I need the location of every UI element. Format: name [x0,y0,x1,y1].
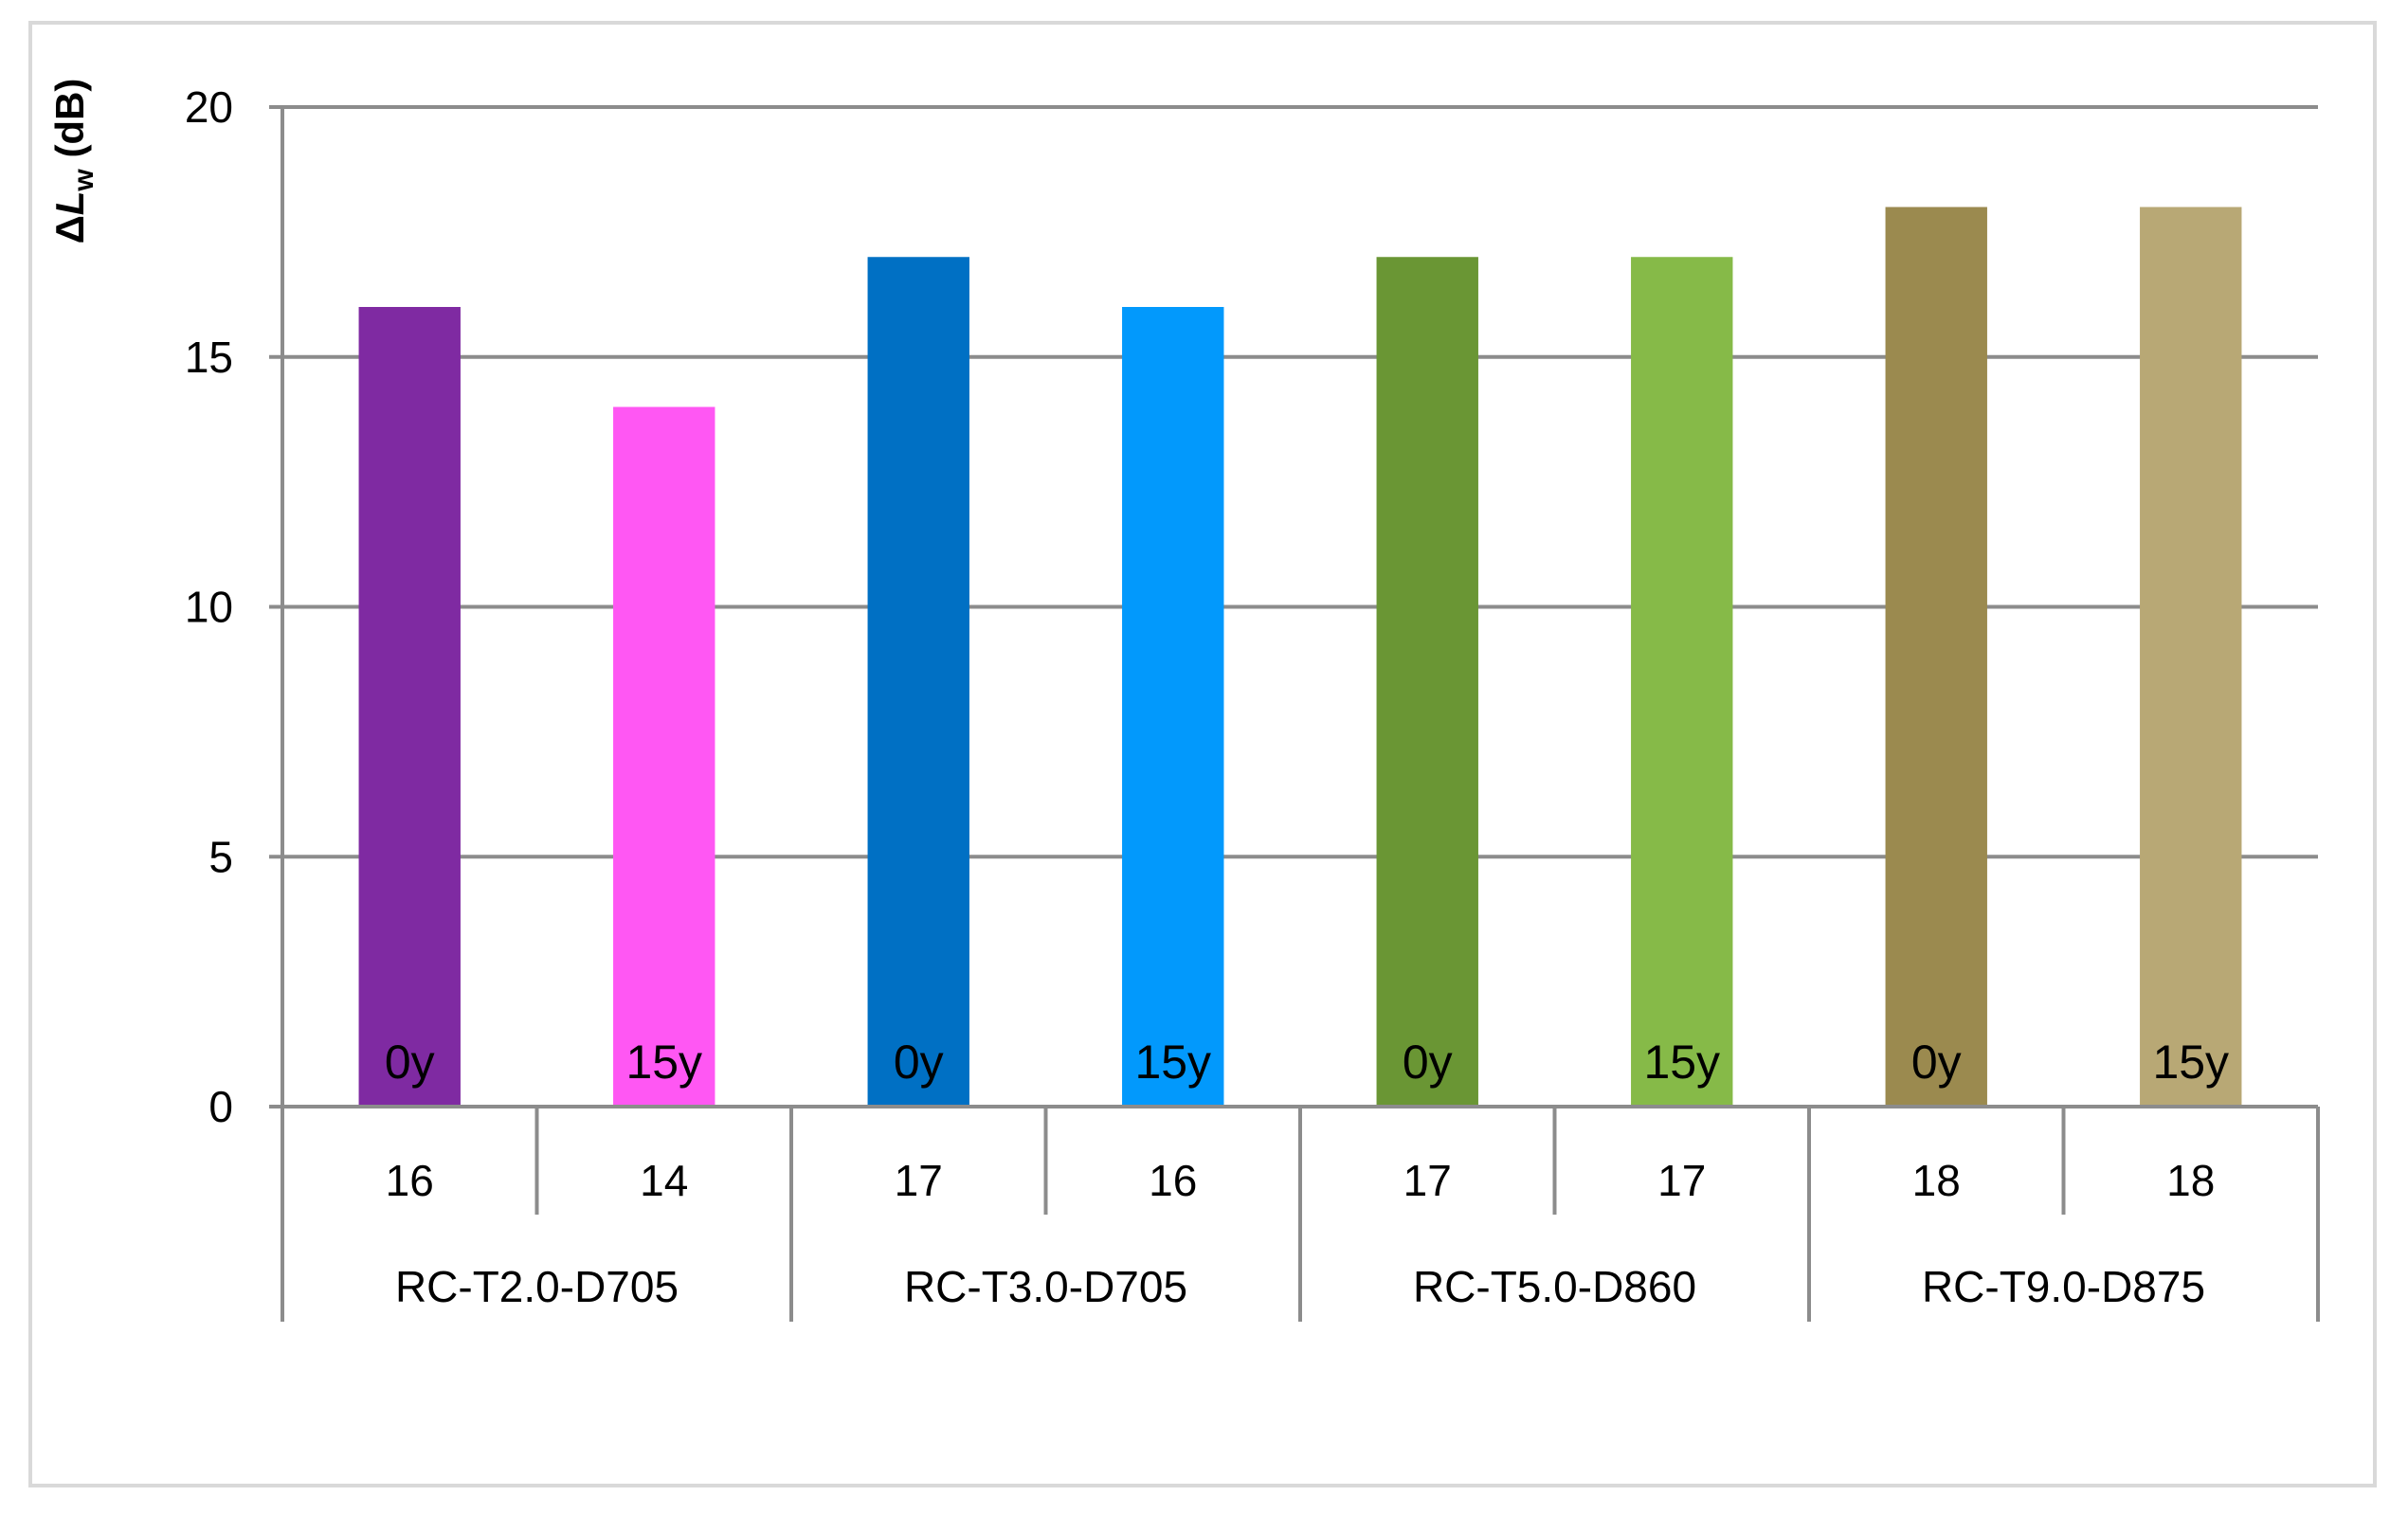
axes [269,105,2320,1322]
y-tick-label: 5 [208,832,233,881]
y-tick-label: 20 [185,82,233,132]
group-label: RC-T2.0-D705 [395,1262,679,1311]
y-axis-label: ΔLw (dB) [47,79,100,244]
bar-inner-label: 0y [1403,1036,1453,1089]
bar-value-label: 17 [1657,1156,1706,1205]
bar [1376,257,1478,1107]
category-labels: 16 14 RC-T2.0-D705 17 16 RC-T3.0-D705 17 17 RC-T… [386,1156,2216,1311]
bar-value-label: 17 [895,1156,943,1205]
bar-inner-label: 0y [385,1036,435,1089]
bar-value-label: 16 [1149,1156,1197,1205]
bars [358,207,2242,1107]
bar-inner-label: 15y [1643,1036,1720,1089]
bar [2140,207,2242,1107]
bar-inner-label: 0y [894,1036,944,1089]
y-tick-label: 10 [185,583,233,632]
bar-inner-label: 15y [625,1036,702,1089]
bar [867,257,969,1107]
bar-value-label: 16 [386,1156,434,1205]
bar-inner-label: 0y [1911,1036,1962,1089]
bar-value-label: 18 [2166,1156,2215,1205]
bar-value-label: 14 [640,1156,688,1205]
group-label: RC-T3.0-D705 [904,1262,1187,1311]
bar-value-label: 18 [1912,1156,1961,1205]
bar-value-label: 17 [1403,1156,1452,1205]
gridlines [282,105,2318,1108]
y-tick-labels: 0 5 10 15 20 [185,82,233,1131]
y-axis-label-symbol: Δ [47,215,92,243]
bar [613,406,715,1107]
bar [1122,307,1224,1107]
y-tick-label: 15 [185,333,233,382]
bar [1885,207,1987,1107]
bar-inner-label: 15y [1134,1036,1211,1089]
y-axis-label-var: L [47,191,92,216]
bar-inner-labels: 0y 15y 0y 15y 0y 15y 0y 15y [385,1036,2229,1089]
group-label: RC-T9.0-D875 [1922,1262,2205,1311]
bar [1631,257,1733,1107]
group-label: RC-T5.0-D860 [1413,1262,1696,1311]
y-tick-label: 0 [208,1082,233,1131]
bar [358,307,461,1107]
bar-inner-label: 15y [2152,1036,2229,1089]
y-axis-label-sub: w [68,169,100,192]
y-axis-label-unit: (dB) [47,79,92,170]
